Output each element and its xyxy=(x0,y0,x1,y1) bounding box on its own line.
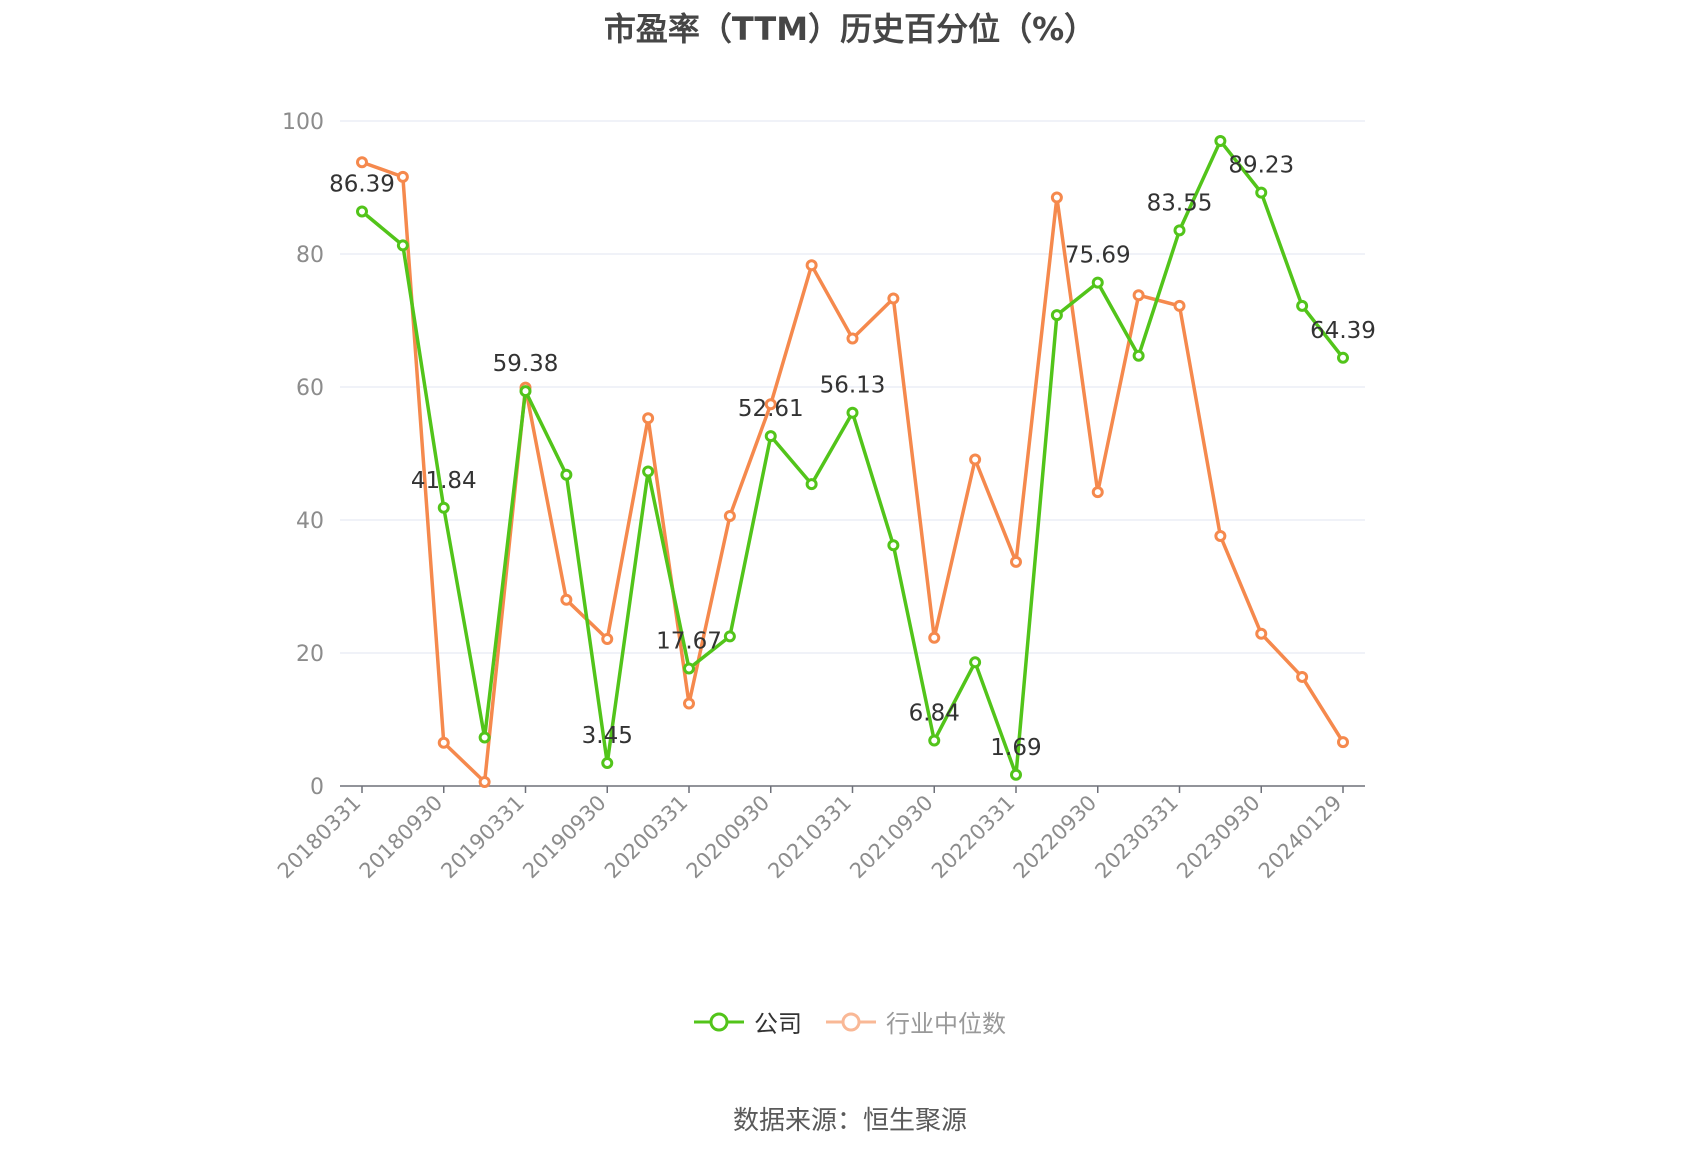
data-point-industry xyxy=(642,412,655,425)
y-tick-label: 0 xyxy=(310,775,324,800)
data-label: 3.45 xyxy=(582,723,633,749)
data-source: 数据来源：恒生聚源 xyxy=(732,1106,967,1136)
data-labels: 86.39 41.84 59.38 3.45 17.67 52.61 56.13 6.84 1.… xyxy=(329,153,1376,761)
data-label: 64.39 xyxy=(1310,318,1376,344)
data-point-industry xyxy=(1296,670,1309,683)
data-label: 75.69 xyxy=(1065,243,1131,269)
data-label: 59.38 xyxy=(493,351,559,377)
data-point-company xyxy=(846,406,859,419)
data-label: 41.84 xyxy=(411,468,477,494)
data-point-industry xyxy=(1214,529,1227,542)
data-point-company xyxy=(683,662,695,675)
data-label: 17.67 xyxy=(656,628,722,654)
series-line-industry xyxy=(361,160,1345,784)
x-tick-label: 20220930 xyxy=(1009,791,1102,884)
x-tick-label: 20230930 xyxy=(1172,791,1265,884)
x-tick-label: 20200331 xyxy=(600,791,693,884)
data-point-company xyxy=(437,501,450,514)
data-point-industry xyxy=(846,332,859,345)
chart-title: 市盈率（TTM）历史百分位（%） xyxy=(603,10,1097,48)
data-label: 52.61 xyxy=(738,396,804,422)
x-tick-label: 20180331 xyxy=(273,791,366,884)
legend-company-line-icon xyxy=(694,1012,744,1031)
data-point-company xyxy=(396,239,409,252)
x-tick-label: 20220331 xyxy=(927,791,1020,884)
data-point-industry xyxy=(396,170,409,183)
data-point-company xyxy=(969,656,982,669)
data-point-industry xyxy=(1010,555,1022,568)
y-tick-label: 60 xyxy=(296,376,324,401)
data-point-company xyxy=(887,539,900,552)
x-tick-label: 20190331 xyxy=(436,791,529,884)
data-point-company xyxy=(1255,186,1268,199)
data-point-company xyxy=(1010,768,1022,781)
data-point-company xyxy=(478,731,491,744)
legend-item-company[interactable]: 公司 xyxy=(694,1004,802,1039)
data-point-company xyxy=(1173,224,1186,237)
data-point-industry xyxy=(1091,486,1104,499)
y-tick-label: 100 xyxy=(282,110,324,135)
data-point-industry xyxy=(805,259,818,272)
data-label: 86.39 xyxy=(329,172,395,198)
data-point-company xyxy=(723,630,736,643)
data-point-industry xyxy=(1255,627,1268,640)
data-point-company xyxy=(1050,309,1063,322)
data-point-company xyxy=(928,734,941,747)
data-label: 56.13 xyxy=(820,373,886,399)
data-point-company xyxy=(519,385,532,398)
data-point-company xyxy=(1296,299,1309,312)
series-lines xyxy=(356,134,1349,789)
data-point-industry xyxy=(969,453,982,466)
data-point-company xyxy=(642,465,655,478)
data-point-industry xyxy=(1132,289,1145,302)
data-point-industry xyxy=(601,633,614,646)
data-point-industry xyxy=(928,631,941,644)
data-point-company xyxy=(1091,276,1104,289)
data-label: 6.84 xyxy=(909,701,960,727)
x-tick-label: 20230331 xyxy=(1090,791,1183,884)
legend-company-label: 公司 xyxy=(754,1010,802,1038)
data-point-industry xyxy=(478,776,491,789)
data-point-company xyxy=(805,478,818,491)
x-tick-label: 20210930 xyxy=(845,791,938,884)
data-point-industry xyxy=(683,697,695,710)
data-label: 1.69 xyxy=(990,735,1041,761)
axes: 0 20 40 60 80 100 2018033120180930201903312019… xyxy=(273,110,1365,883)
y-tick-label: 80 xyxy=(296,243,324,268)
data-point-industry xyxy=(356,156,368,169)
data-point-industry xyxy=(887,292,900,305)
legend-item-industry[interactable]: 行业中位数 xyxy=(826,1004,1006,1039)
data-label: 89.23 xyxy=(1228,153,1294,179)
data-point-company xyxy=(601,757,614,770)
data-point-industry xyxy=(437,736,450,749)
data-point-company xyxy=(764,430,777,443)
legend-industry-line-icon xyxy=(826,1012,876,1031)
y-tick-label: 20 xyxy=(296,642,324,667)
data-point-industry xyxy=(764,398,777,411)
x-tick-label: 20210331 xyxy=(763,791,856,884)
y-tick-label: 40 xyxy=(296,509,324,534)
data-point-company xyxy=(1132,349,1145,362)
data-point-industry xyxy=(560,593,573,606)
data-point-company xyxy=(560,468,573,481)
series-line-company xyxy=(360,139,1345,777)
data-point-company xyxy=(1214,134,1227,147)
legend: 公司 行业中位数 xyxy=(0,1004,1700,1039)
data-point-industry xyxy=(1050,191,1063,204)
x-tick-label: 20200930 xyxy=(682,791,775,884)
data-point-industry xyxy=(1337,736,1349,749)
data-point-industry xyxy=(723,510,736,523)
x-tick-label: 20180930 xyxy=(355,791,448,884)
legend-industry-label: 行业中位数 xyxy=(886,1010,1006,1038)
data-label: 83.55 xyxy=(1147,190,1213,216)
data-point-company xyxy=(356,205,368,218)
data-point-company xyxy=(1337,351,1349,364)
data-point-industry xyxy=(1173,299,1186,312)
x-tick-label: 20190930 xyxy=(518,791,611,884)
x-tick-label: 20240129 xyxy=(1254,791,1347,884)
